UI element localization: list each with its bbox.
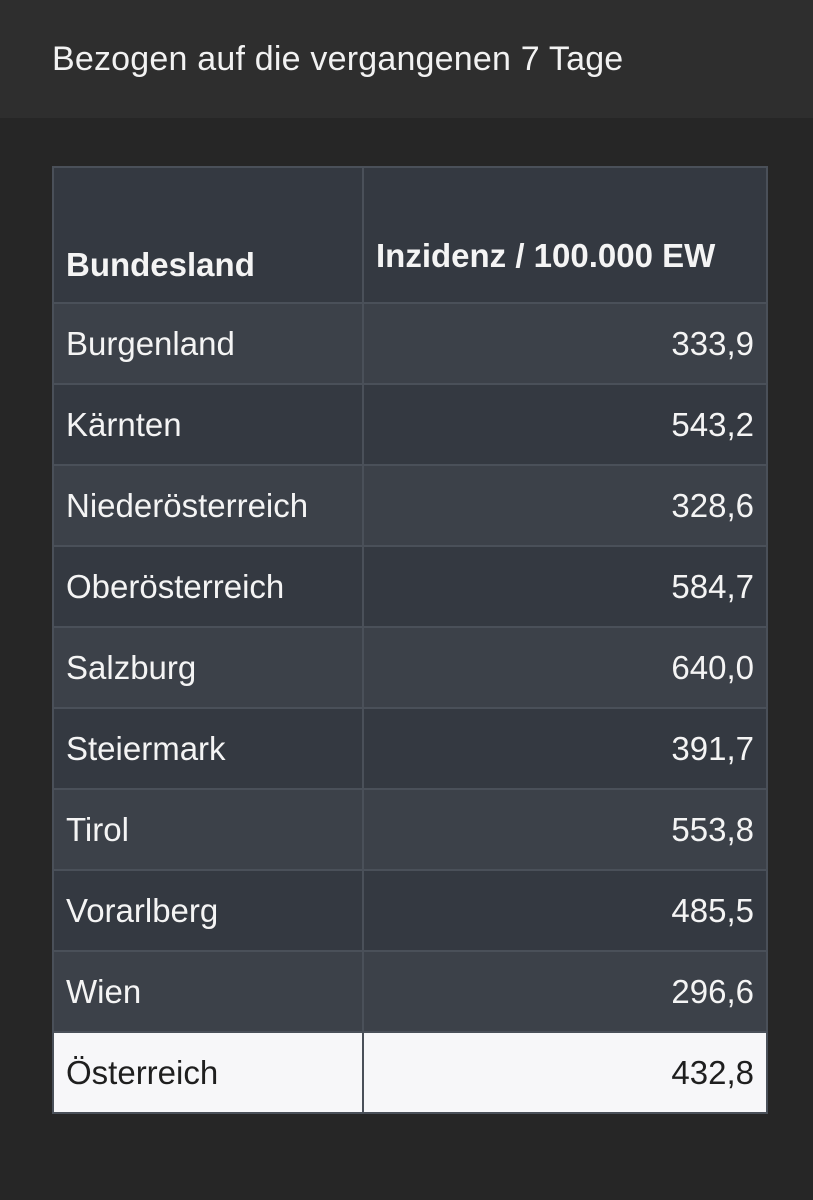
state-cell: Steiermark [52, 707, 364, 790]
incidence-cell: 296,6 [362, 950, 768, 1033]
incidence-table-container: Bundesland Inzidenz / 100.000 EW Burgenl… [52, 166, 768, 1114]
state-cell: Tirol [52, 788, 364, 871]
incidence-cell: 328,6 [362, 464, 768, 547]
total-incidence-cell: 432,8 [362, 1031, 768, 1114]
incidence-table: Bundesland Inzidenz / 100.000 EW Burgenl… [52, 166, 768, 1114]
table-header-row: Bundesland Inzidenz / 100.000 EW [52, 166, 768, 304]
table-row: Steiermark 391,7 [52, 707, 768, 790]
column-header-state[interactable]: Bundesland [52, 166, 364, 304]
table-row: Wien 296,6 [52, 950, 768, 1033]
table-row: Salzburg 640,0 [52, 626, 768, 709]
table-row: Vorarlberg 485,5 [52, 869, 768, 952]
table-total-row: Österreich 432,8 [52, 1031, 768, 1114]
incidence-cell: 584,7 [362, 545, 768, 628]
table-row: Burgenland 333,9 [52, 302, 768, 385]
table-row: Kärnten 543,2 [52, 383, 768, 466]
state-cell: Salzburg [52, 626, 364, 709]
table-row: Tirol 553,8 [52, 788, 768, 871]
total-state-cell: Österreich [52, 1031, 364, 1114]
column-header-incidence[interactable]: Inzidenz / 100.000 EW [362, 166, 768, 304]
incidence-cell: 640,0 [362, 626, 768, 709]
state-cell: Niederösterreich [52, 464, 364, 547]
incidence-cell: 333,9 [362, 302, 768, 385]
incidence-cell: 553,8 [362, 788, 768, 871]
state-cell: Kärnten [52, 383, 364, 466]
incidence-cell: 391,7 [362, 707, 768, 790]
header-bar: Bezogen auf die vergangenen 7 Tage [0, 0, 813, 118]
state-cell: Wien [52, 950, 364, 1033]
table-row: Oberösterreich 584,7 [52, 545, 768, 628]
state-cell: Vorarlberg [52, 869, 364, 952]
state-cell: Burgenland [52, 302, 364, 385]
state-cell: Oberösterreich [52, 545, 364, 628]
incidence-cell: 543,2 [362, 383, 768, 466]
table-row: Niederösterreich 328,6 [52, 464, 768, 547]
incidence-cell: 485,5 [362, 869, 768, 952]
period-caption: Bezogen auf die vergangenen 7 Tage [52, 40, 624, 78]
